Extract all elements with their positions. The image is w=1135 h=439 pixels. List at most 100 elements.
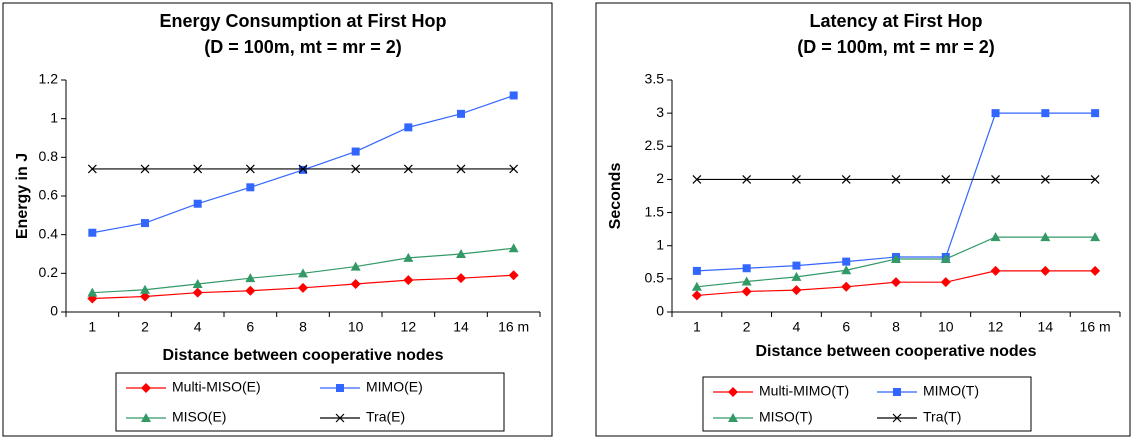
legend-label: Multi-MIMO(T) xyxy=(759,383,849,399)
legend-label: MISO(E) xyxy=(172,409,226,425)
marker xyxy=(298,268,308,278)
marker xyxy=(299,165,307,174)
marker xyxy=(193,199,202,208)
marker xyxy=(940,277,951,288)
chart-frame xyxy=(2,2,553,437)
marker xyxy=(792,261,801,270)
marker xyxy=(403,252,414,262)
marker xyxy=(509,91,518,100)
marker xyxy=(742,264,751,273)
chart-title: (D = 100m, mt = mr = 2) xyxy=(797,37,995,57)
marker xyxy=(508,243,519,253)
marker xyxy=(728,387,738,397)
legend-label: Tra(T) xyxy=(923,409,961,425)
marker xyxy=(403,275,414,286)
marker xyxy=(741,286,752,297)
marker xyxy=(88,228,97,237)
x-axis-label: Distance between cooperative nodes xyxy=(163,347,444,364)
x-tick-label: 6 xyxy=(842,319,850,335)
x-tick-label: 10 xyxy=(348,319,364,335)
marker xyxy=(841,265,852,275)
legend-label: MIMO(T) xyxy=(923,383,979,399)
marker xyxy=(141,413,151,422)
marker xyxy=(791,271,802,281)
marker xyxy=(335,413,345,423)
marker xyxy=(246,183,255,192)
marker xyxy=(893,388,901,396)
marker xyxy=(456,164,466,174)
marker xyxy=(940,253,951,263)
legend-label: Multi-MISO(E) xyxy=(172,379,261,395)
legend-label: Tra(E) xyxy=(366,409,405,425)
marker xyxy=(691,281,702,291)
marker xyxy=(891,175,901,184)
marker xyxy=(891,253,901,263)
marker xyxy=(1090,232,1101,242)
marker xyxy=(193,164,203,174)
x-tick-label: 4 xyxy=(194,319,202,335)
marker xyxy=(351,164,361,174)
marker xyxy=(245,273,256,283)
marker xyxy=(298,164,308,174)
marker xyxy=(456,249,466,258)
marker xyxy=(990,232,1001,242)
x-tick-label: 1 xyxy=(88,319,96,335)
marker xyxy=(991,175,1000,184)
marker xyxy=(141,383,151,393)
marker xyxy=(456,273,466,284)
y-tick-label: 1.5 xyxy=(645,203,665,219)
marker xyxy=(891,277,901,288)
x-tick-label: 8 xyxy=(299,319,307,335)
legend-label: MIMO(E) xyxy=(366,379,423,395)
marker xyxy=(842,257,851,266)
marker xyxy=(140,284,150,294)
marker xyxy=(742,175,752,184)
marker xyxy=(692,266,701,275)
legend-frame xyxy=(702,376,1032,432)
marker xyxy=(691,290,702,301)
marker xyxy=(351,147,360,156)
marker xyxy=(728,413,738,422)
marker xyxy=(1091,109,1100,118)
marker xyxy=(141,219,149,228)
y-tick-label: 3 xyxy=(656,104,664,120)
marker xyxy=(1040,175,1050,184)
marker xyxy=(692,175,702,184)
marker xyxy=(1090,175,1100,184)
y-tick-label: 0 xyxy=(656,303,664,319)
marker xyxy=(991,109,1000,118)
y-tick-label: 2 xyxy=(656,170,664,186)
y-tick-label: 0.8 xyxy=(39,148,59,164)
marker xyxy=(192,287,203,298)
marker xyxy=(509,164,519,174)
marker xyxy=(245,164,255,174)
marker xyxy=(350,261,361,271)
marker xyxy=(741,276,752,286)
marker xyxy=(457,109,465,118)
legend-label: MISO(T) xyxy=(759,409,813,425)
x-tick-label: 2 xyxy=(141,319,149,335)
x-tick-label: 16 m xyxy=(1080,319,1111,335)
marker xyxy=(336,384,344,392)
marker xyxy=(791,285,802,296)
chart-title: Energy Consumption at First Hop xyxy=(159,11,446,31)
legend-frame xyxy=(115,372,505,432)
chart-frame xyxy=(595,2,1131,437)
x-tick-label: 1 xyxy=(693,319,701,335)
y-tick-label: 1.2 xyxy=(39,71,59,87)
x-tick-label: 16 m xyxy=(498,319,529,335)
marker xyxy=(1041,109,1050,118)
marker xyxy=(350,278,361,289)
marker xyxy=(1090,265,1101,276)
marker xyxy=(140,164,150,174)
x-tick-label: 10 xyxy=(938,319,954,335)
y-tick-label: 1 xyxy=(50,109,58,125)
marker xyxy=(140,291,150,302)
x-tick-label: 12 xyxy=(401,319,417,335)
marker xyxy=(990,265,1001,276)
y-tick-label: 0.5 xyxy=(645,270,665,286)
marker xyxy=(1040,265,1051,276)
marker xyxy=(298,282,308,293)
y-tick-label: 0.2 xyxy=(39,264,59,280)
marker xyxy=(841,175,851,184)
